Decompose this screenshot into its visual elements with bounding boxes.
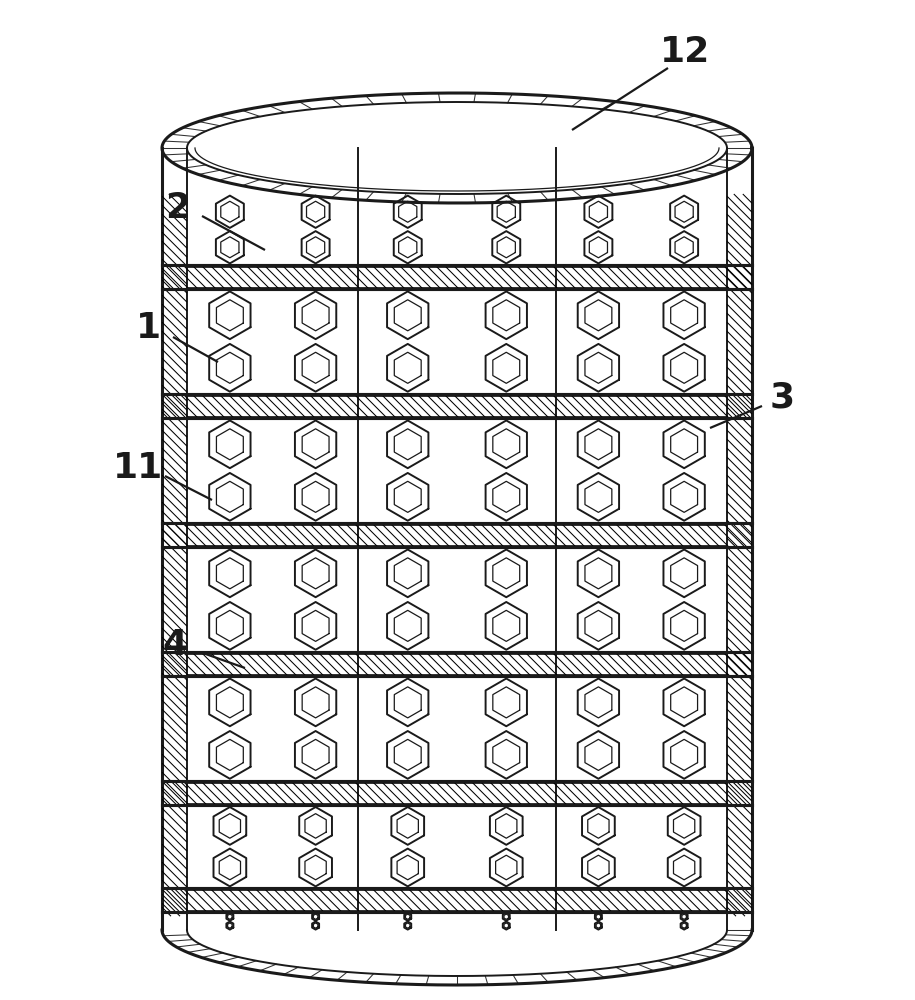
Text: 12: 12 — [660, 35, 710, 69]
Text: 11: 11 — [113, 451, 163, 485]
Text: 2: 2 — [166, 191, 190, 225]
Text: 1: 1 — [135, 311, 160, 345]
Text: 4: 4 — [163, 628, 188, 662]
Text: 3: 3 — [770, 381, 794, 415]
